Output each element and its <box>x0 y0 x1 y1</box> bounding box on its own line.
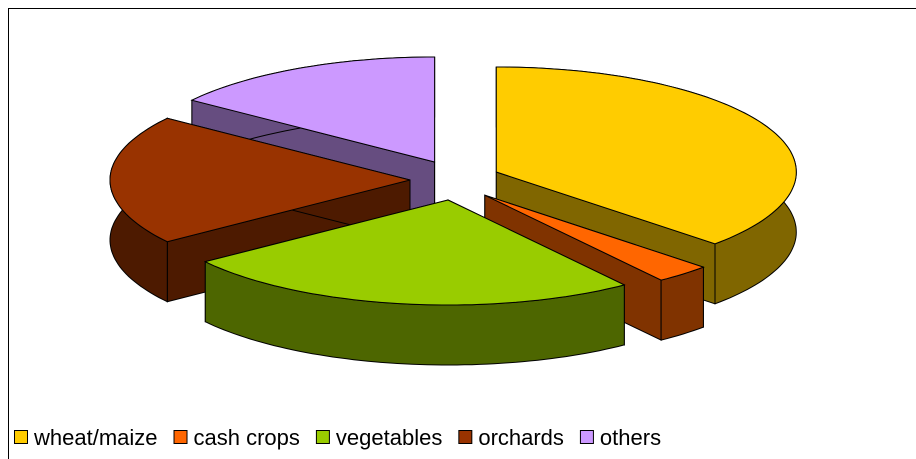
legend-label: vegetables <box>336 425 442 450</box>
slice <box>495 66 797 245</box>
legend-label: others <box>600 425 661 450</box>
legend-swatch <box>458 430 473 444</box>
slice <box>109 117 411 243</box>
legend-swatch <box>579 430 594 444</box>
legend-swatch <box>173 430 188 444</box>
slice <box>484 194 705 281</box>
legend-label: wheat/maize <box>33 425 158 450</box>
legend-label: cash crops <box>194 425 300 450</box>
legend-swatch <box>14 430 28 444</box>
slice <box>203 199 626 306</box>
legend-label: orchards <box>478 425 564 450</box>
slice <box>190 56 436 163</box>
legend-swatch <box>315 430 330 444</box>
